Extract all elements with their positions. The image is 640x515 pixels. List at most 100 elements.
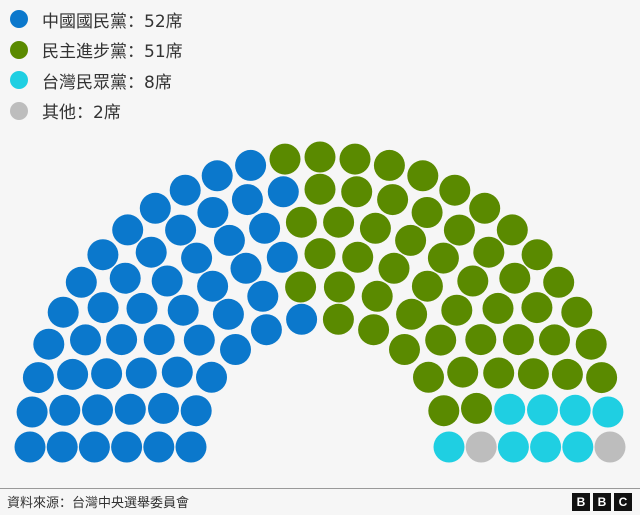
seat-kmt — [125, 357, 157, 389]
seat-kmt — [114, 393, 146, 425]
seat-dpp — [322, 303, 354, 335]
seat-kmt — [230, 252, 262, 284]
seat-tpp — [559, 394, 591, 426]
seat-kmt — [46, 431, 78, 463]
seat-dpp — [461, 392, 492, 424]
seat-dpp — [358, 314, 390, 346]
seat-dpp — [551, 358, 583, 390]
seat-kmt — [70, 324, 101, 356]
legend-item-dpp: 民主進步黨：51席 — [10, 35, 183, 66]
seat-kmt — [126, 292, 158, 324]
seat-kmt — [220, 334, 251, 365]
seat-dpp — [413, 361, 444, 393]
seat-dpp — [575, 328, 607, 360]
legend: 中國國民黨：52席 民主進步黨：51席 台灣民眾黨：8席 其他：2席 — [10, 4, 183, 126]
seat-kmt — [212, 298, 244, 330]
seat-dpp — [269, 143, 301, 175]
seat-dpp — [304, 173, 336, 205]
seat-kmt — [201, 160, 233, 192]
seat-kmt — [47, 296, 79, 328]
seat-kmt — [181, 242, 213, 274]
seat-dpp — [586, 362, 618, 394]
seat-dpp — [482, 292, 514, 324]
seat-kmt — [33, 328, 65, 360]
seat-kmt — [197, 270, 229, 302]
seat-kmt — [165, 214, 197, 246]
seat-dpp — [465, 324, 497, 356]
seat-kmt — [109, 262, 141, 294]
seat-kmt — [14, 431, 46, 463]
seat-kmt — [112, 214, 144, 246]
seat-dpp — [539, 324, 570, 356]
seat-kmt — [65, 266, 97, 298]
seat-tpp — [433, 431, 465, 463]
seat-kmt — [180, 395, 212, 427]
seat-kmt — [235, 149, 267, 181]
seat-kmt — [87, 292, 119, 324]
bbc-logo-letter: B — [593, 493, 611, 511]
seat-tpp — [530, 431, 562, 463]
seat-dpp — [447, 356, 479, 388]
seat-dpp — [361, 280, 393, 312]
seat-dpp — [443, 214, 475, 246]
seat-dpp — [543, 266, 575, 298]
seat-dpp — [411, 197, 443, 228]
seat-kmt — [249, 212, 281, 244]
seat-dpp — [304, 141, 336, 173]
seat-other — [594, 431, 626, 463]
seat-dpp — [342, 241, 374, 273]
seat-dpp — [396, 298, 428, 330]
seat-tpp — [497, 431, 529, 463]
seat-other — [465, 431, 497, 463]
seat-kmt — [135, 236, 167, 268]
seat-kmt — [106, 324, 138, 356]
seat-kmt — [49, 394, 81, 426]
seat-kmt — [183, 324, 215, 356]
seat-tpp — [527, 394, 558, 426]
seat-dpp — [521, 239, 553, 271]
seat-kmt — [286, 303, 318, 335]
seat-kmt — [78, 431, 110, 463]
seat-dpp — [411, 270, 443, 302]
legend-swatch — [10, 40, 28, 59]
seat-dpp — [427, 242, 459, 274]
source-note: 資料來源：台灣中央選舉委員會 — [7, 496, 190, 511]
seat-dpp — [499, 262, 531, 294]
legend-label: 其他：2席 — [42, 103, 121, 124]
seat-kmt — [267, 176, 299, 208]
seat-kmt — [213, 224, 245, 256]
legend-label: 中國國民黨：52席 — [42, 11, 183, 32]
seat-kmt — [175, 431, 207, 463]
parliament-chart — [14, 141, 626, 463]
seat-kmt — [82, 394, 113, 426]
seat-kmt — [91, 358, 123, 390]
seat-dpp — [304, 238, 336, 270]
seat-dpp — [502, 324, 534, 356]
seat-kmt — [247, 280, 279, 312]
bbc-logo: B B C — [572, 493, 632, 511]
seat-kmt — [266, 241, 298, 273]
seat-dpp — [373, 149, 405, 181]
seat-dpp — [428, 395, 460, 427]
seat-dpp — [469, 192, 501, 224]
seat-dpp — [378, 252, 410, 284]
legend-swatch — [10, 101, 28, 120]
seat-dpp — [323, 206, 355, 238]
seat-dpp — [483, 357, 515, 389]
seat-kmt — [167, 294, 199, 326]
seat-kmt — [196, 361, 227, 393]
footer-divider — [0, 488, 640, 489]
seat-dpp — [377, 184, 409, 216]
seat-kmt — [151, 265, 183, 297]
seat-dpp — [496, 214, 528, 246]
seat-dpp — [473, 236, 505, 268]
seat-dpp — [389, 334, 420, 365]
seat-kmt — [22, 362, 54, 394]
legend-item-other: 其他：2席 — [10, 96, 183, 127]
seat-dpp — [339, 143, 371, 175]
seat-dpp — [517, 358, 549, 390]
legend-swatch — [10, 10, 28, 29]
seat-tpp — [562, 431, 594, 463]
seat-dpp — [561, 296, 593, 328]
seat-kmt — [87, 239, 119, 271]
